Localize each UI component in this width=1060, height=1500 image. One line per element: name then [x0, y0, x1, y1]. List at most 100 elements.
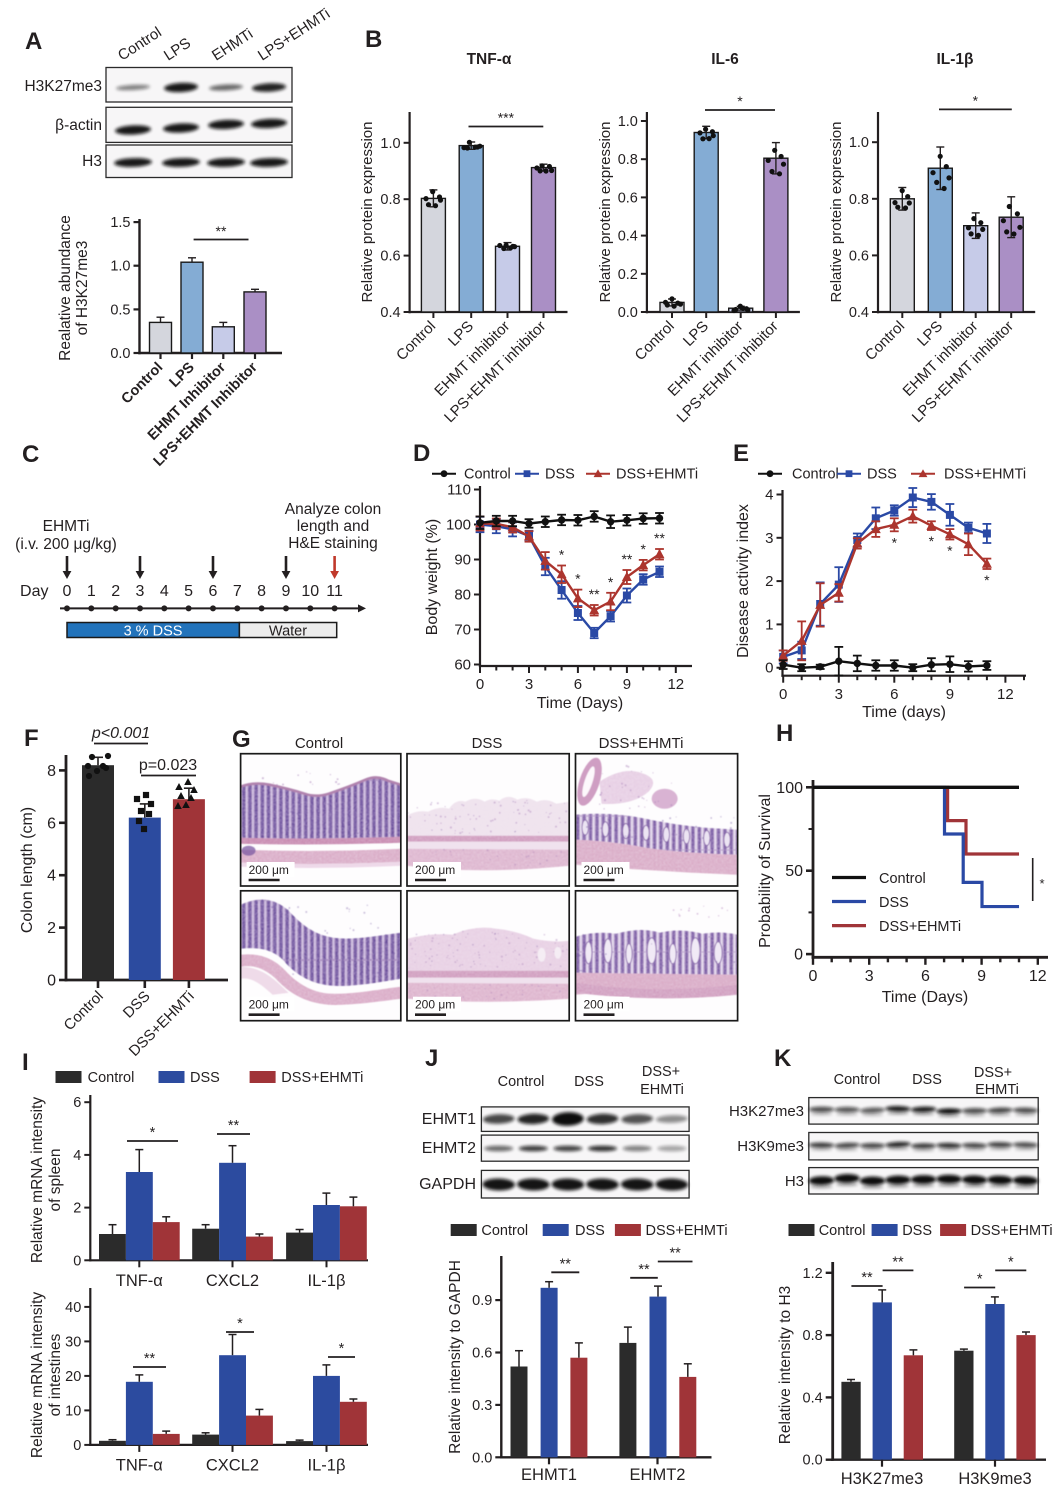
svg-text:1.2: 1.2 [803, 1266, 823, 1282]
svg-text:10: 10 [65, 1403, 81, 1419]
svg-text:*: * [559, 547, 565, 563]
svg-text:20: 20 [65, 1369, 81, 1385]
svg-text:DSS+: DSS+ [642, 1064, 680, 1080]
svg-text:G: G [232, 726, 251, 753]
svg-text:CXCL2: CXCL2 [206, 1457, 259, 1475]
svg-text:0.0: 0.0 [618, 305, 638, 321]
svg-text:Control: Control [879, 871, 926, 887]
svg-text:of intestines: of intestines [47, 1333, 64, 1416]
svg-text:DSS: DSS [867, 467, 897, 483]
svg-text:200 μm: 200 μm [249, 998, 289, 1012]
svg-text:p<0.001: p<0.001 [91, 725, 150, 742]
svg-text:3 % DSS: 3 % DSS [124, 624, 183, 640]
svg-text:Control: Control [498, 1074, 545, 1090]
svg-text:DSS+EHMTi: DSS+EHMTi [599, 735, 684, 752]
svg-text:**: ** [589, 586, 600, 602]
svg-text:**: ** [892, 1254, 904, 1270]
svg-text:*: * [575, 571, 581, 587]
svg-text:H&E staining: H&E staining [288, 535, 378, 552]
svg-text:0.4: 0.4 [618, 229, 638, 245]
svg-text:of spleen: of spleen [47, 1149, 64, 1212]
svg-text:1.0: 1.0 [849, 135, 869, 151]
svg-text:0.8: 0.8 [618, 152, 638, 168]
svg-text:TNF-α: TNF-α [116, 1272, 164, 1290]
svg-text:70: 70 [454, 622, 471, 639]
svg-text:3: 3 [136, 583, 145, 600]
svg-text:H3: H3 [82, 153, 102, 170]
svg-text:0.2: 0.2 [618, 267, 638, 283]
svg-text:TNF-α: TNF-α [467, 51, 512, 68]
svg-text:H3K9me3: H3K9me3 [737, 1138, 804, 1155]
svg-text:5: 5 [184, 583, 193, 600]
svg-text:0: 0 [779, 686, 787, 703]
svg-text:12: 12 [997, 686, 1014, 703]
svg-text:200 μm: 200 μm [584, 998, 624, 1012]
svg-text:40: 40 [65, 1300, 81, 1316]
svg-text:2: 2 [765, 573, 773, 590]
svg-text:*: * [892, 534, 898, 550]
svg-text:7: 7 [233, 583, 242, 600]
svg-text:8: 8 [257, 583, 266, 600]
svg-text:0: 0 [73, 1253, 81, 1269]
svg-text:*: * [929, 533, 935, 549]
svg-text:**: ** [638, 1262, 650, 1278]
svg-text:DSS: DSS [879, 895, 909, 911]
svg-text:F: F [24, 725, 39, 752]
svg-text:0.4: 0.4 [849, 305, 869, 321]
svg-text:DSS+EHMTi: DSS+EHMTi [646, 1223, 728, 1239]
svg-text:of H3K27me3: of H3K27me3 [74, 241, 91, 336]
svg-text:Control: Control [792, 467, 839, 483]
svg-text:DSS: DSS [545, 467, 575, 483]
svg-text:Relative mRNA intensity: Relative mRNA intensity [29, 1097, 46, 1264]
svg-text:DSS+EHMTi: DSS+EHMTi [971, 1223, 1053, 1239]
svg-text:4: 4 [47, 868, 56, 885]
svg-text:0: 0 [63, 583, 72, 600]
svg-text:2: 2 [47, 920, 56, 937]
svg-text:**: ** [560, 1256, 572, 1272]
svg-text:H3K27me3: H3K27me3 [24, 78, 102, 95]
svg-text:1: 1 [87, 583, 96, 600]
svg-text:***: *** [498, 110, 515, 126]
svg-text:**: ** [621, 551, 632, 567]
svg-text:IL-1β: IL-1β [308, 1272, 346, 1290]
svg-text:0.6: 0.6 [472, 1346, 492, 1362]
svg-text:0.0: 0.0 [110, 346, 130, 362]
svg-text:DSS: DSS [575, 1223, 605, 1239]
svg-text:I: I [22, 1049, 29, 1076]
svg-text:*: * [737, 93, 743, 109]
svg-text:Probability of Survival: Probability of Survival [757, 794, 774, 948]
svg-text:110: 110 [447, 482, 471, 499]
svg-text:IL-1β: IL-1β [308, 1457, 346, 1475]
svg-text:0.6: 0.6 [618, 190, 638, 206]
svg-text:90: 90 [454, 552, 471, 569]
svg-text:EHMT2: EHMT2 [422, 1140, 476, 1157]
svg-text:Analyze colon: Analyze colon [285, 501, 382, 518]
svg-text:50: 50 [785, 863, 803, 880]
svg-text:2: 2 [111, 583, 120, 600]
svg-text:A: A [25, 28, 42, 55]
svg-text:4: 4 [765, 487, 773, 504]
svg-text:3: 3 [765, 530, 773, 547]
svg-text:EHMTi: EHMTi [43, 518, 90, 535]
svg-text:IL-1β: IL-1β [936, 51, 973, 68]
svg-text:*: * [1039, 876, 1044, 891]
svg-text:B: B [365, 26, 382, 53]
svg-text:Control: Control [295, 735, 343, 752]
svg-text:H3K9me3: H3K9me3 [958, 1470, 1031, 1488]
svg-text:80: 80 [454, 587, 471, 604]
svg-text:*: * [977, 1272, 983, 1288]
svg-text:DSS: DSS [902, 1223, 932, 1239]
svg-text:6: 6 [574, 676, 582, 693]
svg-text:4: 4 [73, 1148, 81, 1164]
svg-text:*: * [339, 1341, 345, 1357]
svg-text:DSS: DSS [912, 1072, 942, 1088]
svg-text:H3K27me3: H3K27me3 [729, 1103, 804, 1120]
svg-text:Relative mRNA intensity: Relative mRNA intensity [29, 1292, 46, 1459]
svg-text:J: J [425, 1045, 438, 1072]
svg-text:Relative protein expression: Relative protein expression [359, 122, 376, 303]
svg-text:6: 6 [921, 968, 930, 985]
svg-text:TNF-α: TNF-α [116, 1457, 164, 1475]
svg-text:30: 30 [65, 1334, 81, 1350]
svg-text:1.0: 1.0 [380, 136, 400, 152]
svg-text:3: 3 [835, 686, 843, 703]
